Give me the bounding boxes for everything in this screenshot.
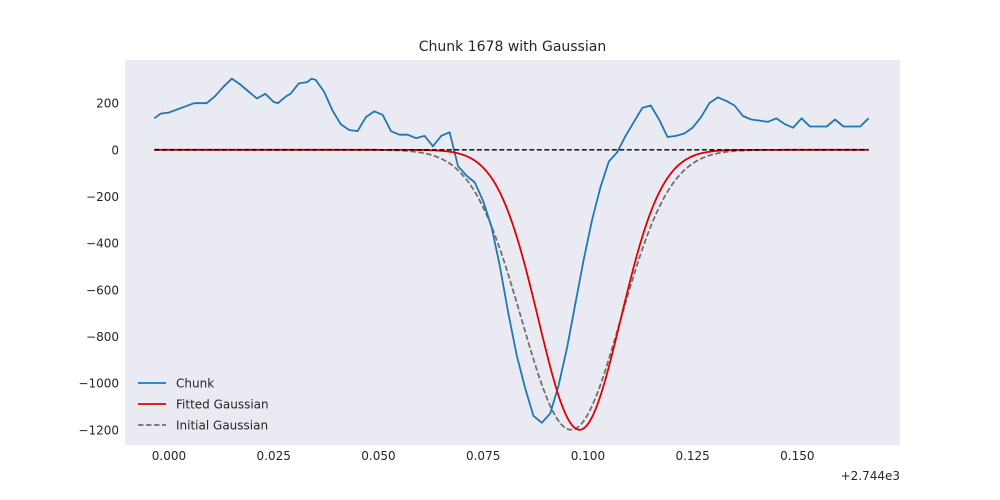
y-tick-label: 0 [111,143,119,157]
y-axis: 200 0 −200 −400 −600 −800 −1000 −1200 [78,97,119,438]
y-tick-label: 200 [96,97,119,111]
x-tick-label: 0.050 [361,449,395,463]
series-layer [153,77,870,431]
y-tick-label: −400 [86,237,119,251]
x-tick-label: 0.100 [571,449,605,463]
x-axis: 0.000 0.025 0.050 0.075 0.100 0.125 0.150 [152,449,815,463]
x-tick-label: 0.150 [780,449,814,463]
y-tick-label: −600 [86,283,119,297]
x-tick-label: 0.000 [152,449,186,463]
legend: Chunk Fitted Gaussian Initial Gaussian [138,377,269,433]
x-tick-label: 0.075 [466,449,500,463]
y-tick-label: −1000 [78,377,119,391]
legend-item-fitted-gaussian: Fitted Gaussian [138,398,269,412]
chunk-line [153,77,870,424]
chart-title: Chunk 1678 with Gaussian [419,39,606,55]
legend-label: Fitted Gaussian [176,398,269,412]
legend-label: Chunk [176,377,214,391]
x-offset-label: +2.744e3 [841,469,900,483]
x-tick-label: 0.025 [257,449,291,463]
legend-item-chunk: Chunk [138,377,214,391]
y-tick-label: −1200 [78,423,119,437]
y-tick-label: −800 [86,330,119,344]
y-tick-label: −200 [86,190,119,204]
x-tick-label: 0.125 [675,449,709,463]
legend-item-initial-gaussian: Initial Gaussian [138,419,268,433]
plot-area [125,60,900,445]
legend-label: Initial Gaussian [176,419,268,433]
